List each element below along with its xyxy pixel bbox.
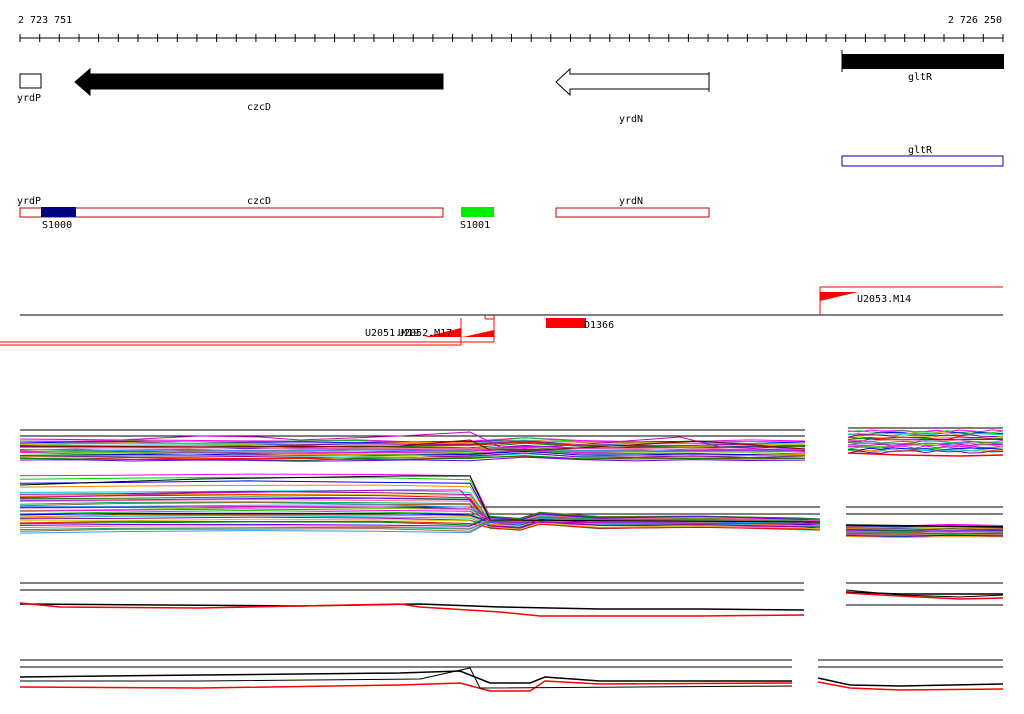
- expression-trace: [19, 516, 821, 528]
- expression-trace: [845, 534, 1004, 538]
- expression-trace: [845, 535, 1004, 538]
- gene-yrdP-label: yrdP: [17, 93, 41, 104]
- expression-trace: [845, 529, 1004, 532]
- expression-trace: [20, 667, 793, 689]
- panel-4-traces: [19, 667, 1004, 692]
- expression-panel-3: [19, 582, 1004, 617]
- expression-panel-4: [19, 659, 1004, 692]
- cds-yrdN-label: yrdN: [619, 196, 643, 207]
- feature-U2051-label: U2051.M19: [365, 328, 419, 339]
- glt-track-label: gltR: [908, 145, 933, 156]
- gene-gltR-bar[interactable]: [842, 54, 1004, 69]
- expression-trace: [845, 532, 1004, 535]
- expression-trace: [847, 444, 1004, 448]
- expression-panel-1: [19, 427, 1004, 462]
- expression-trace: [20, 446, 806, 451]
- cds-track: yrdP czcD yrdN S1000 S1001: [17, 196, 710, 231]
- feature-U2051-flag[interactable]: [424, 328, 461, 337]
- segment-S1000[interactable]: [41, 207, 76, 217]
- expression-trace: [847, 450, 1004, 454]
- expression-trace: [845, 527, 1004, 531]
- glt-track: gltR: [841, 145, 1004, 167]
- expression-trace: [817, 677, 1004, 687]
- expression-trace: [847, 447, 1004, 451]
- expression-trace: [20, 518, 821, 530]
- feature-D1366-label: D1366: [584, 320, 614, 331]
- feature-U2052-flag[interactable]: [463, 330, 494, 337]
- gene-yrdN-arrow[interactable]: [555, 67, 710, 97]
- expression-trace: [847, 438, 1004, 442]
- feature-D1366-box[interactable]: [546, 318, 586, 328]
- gene-yrdP-box[interactable]: [19, 73, 42, 89]
- expression-trace: [19, 517, 821, 534]
- gene-yrdN-label: yrdN: [619, 114, 643, 125]
- expression-trace: [19, 431, 806, 452]
- expression-trace: [19, 475, 821, 523]
- expression-trace: [19, 513, 821, 527]
- cds-yrdP-label: yrdP: [17, 196, 41, 207]
- expression-trace: [847, 449, 1004, 453]
- expression-trace: [19, 602, 805, 617]
- ruler-ticks: [19, 34, 1004, 42]
- expression-panel-2: [19, 473, 1004, 538]
- expression-trace: [19, 449, 806, 456]
- expression-panels: [19, 427, 1004, 692]
- expression-trace: [817, 681, 1004, 691]
- gene-czcD-arrow[interactable]: [74, 67, 444, 97]
- glt-track-box[interactable]: [841, 155, 1004, 167]
- expression-trace: [19, 670, 792, 684]
- expression-trace: [19, 489, 821, 525]
- expression-trace: [847, 436, 1004, 440]
- coordinate-ruler: 2 723 751 2 726 250: [18, 15, 1004, 42]
- expression-trace: [845, 592, 1004, 600]
- feature-U2053-label: U2053.M14: [857, 294, 911, 305]
- panel-1-traces: [19, 429, 1004, 462]
- expression-trace: [19, 439, 806, 451]
- expression-trace: [845, 528, 1004, 532]
- expression-trace: [845, 524, 1004, 528]
- expression-trace: [19, 456, 806, 462]
- cds-czcD-box[interactable]: [19, 207, 444, 218]
- expression-trace: [19, 448, 806, 454]
- expression-trace: [845, 526, 1004, 529]
- expression-trace: [19, 455, 806, 462]
- panel-3-traces: [19, 589, 1004, 617]
- ruler-start-label: 2 723 751: [18, 15, 72, 26]
- cds-czcD-label: czcD: [247, 196, 271, 207]
- panel-2-traces: [19, 473, 1004, 538]
- feature-U2052-label: U2052.M17: [398, 328, 452, 339]
- expression-trace: [847, 452, 1004, 457]
- expression-trace: [19, 680, 793, 692]
- features-track: U2053.M14 U2051.M19 U2052.M17 D1366: [0, 286, 1003, 346]
- expression-trace: [845, 530, 1004, 534]
- expression-trace: [847, 434, 1003, 438]
- segment-S1001-label: S1001: [460, 220, 490, 231]
- segment-S1001[interactable]: [461, 207, 494, 217]
- cds-yrdN-box[interactable]: [555, 207, 710, 218]
- gene-czcD-label: czcD: [247, 102, 271, 113]
- feature-U2053-flag[interactable]: [820, 292, 858, 301]
- expression-trace: [19, 520, 821, 531]
- gene-track: yrdP czcD yrdN gltR: [17, 50, 1004, 125]
- gene-gltR-label: gltR: [908, 72, 933, 83]
- ruler-end-label: 2 726 250: [948, 15, 1002, 26]
- expression-trace: [19, 506, 821, 523]
- expression-trace: [845, 533, 1004, 537]
- segment-S1000-label: S1000: [42, 220, 72, 231]
- expression-trace: [845, 589, 1004, 598]
